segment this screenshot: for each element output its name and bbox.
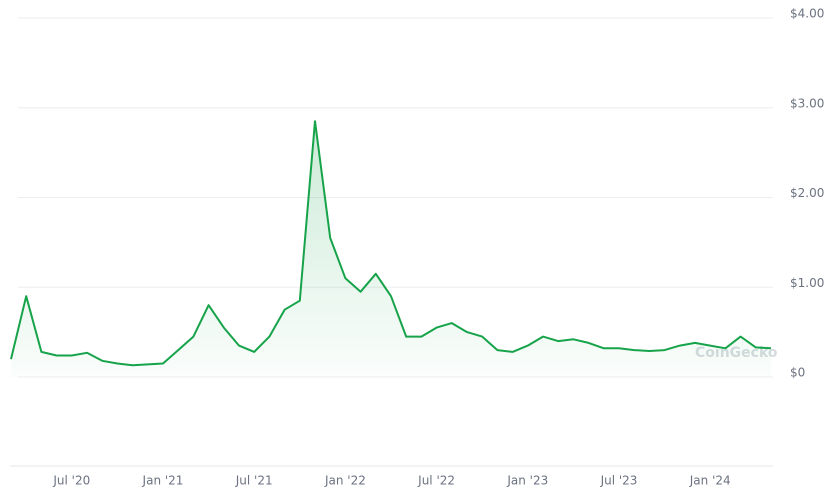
y-tick-label: $3.00	[790, 96, 824, 110]
x-tick-label: Jan '24	[689, 474, 731, 488]
x-tick-label: Jul '20	[52, 474, 90, 488]
x-tick-label: Jul '23	[600, 474, 638, 488]
x-tick-label: Jul '21	[235, 474, 273, 488]
x-tick-label: Jan '22	[324, 474, 366, 488]
x-tick-label: Jan '21	[142, 474, 184, 488]
y-tick-label: $1.00	[790, 276, 824, 290]
y-tick-label: $4.00	[790, 7, 824, 21]
price-area	[11, 121, 771, 377]
y-tick-label: $0	[790, 366, 805, 380]
y-tick-label: $2.00	[790, 186, 824, 200]
x-tick-label: Jan '23	[506, 474, 548, 488]
price-line	[10, 120, 772, 367]
x-tick-label: Jul '22	[417, 474, 455, 488]
